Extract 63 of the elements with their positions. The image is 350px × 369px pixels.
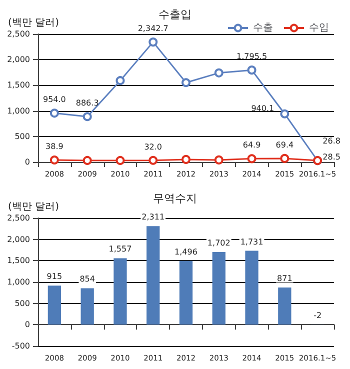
data-label: 1,496 — [174, 247, 198, 256]
bar — [80, 288, 94, 325]
legend-label: 수출 — [253, 22, 273, 34]
y-tick-label: 2,000 — [7, 55, 30, 64]
point — [116, 76, 125, 86]
data-label: -2 — [314, 311, 322, 320]
y-tick-label: 0 — [24, 320, 30, 330]
data-label: 940.1 — [251, 104, 274, 113]
y-tick-label: 500 — [14, 298, 30, 308]
bar — [48, 286, 62, 325]
bar — [146, 226, 160, 325]
chart-title: 무역수지 — [153, 192, 197, 205]
point — [82, 112, 92, 122]
y-tick-label: 1,000 — [7, 278, 30, 286]
point — [50, 108, 59, 118]
data-label: 1,795.5 — [236, 52, 268, 62]
bar — [179, 260, 193, 325]
bar — [212, 252, 226, 325]
y-tick-label: 1,500 — [7, 256, 30, 266]
point — [280, 154, 290, 163]
data-label: 28.5 — [322, 152, 340, 162]
point — [182, 154, 190, 164]
point — [214, 155, 224, 164]
data-label: 32.0 — [144, 142, 162, 152]
data-label: 64.9 — [242, 140, 261, 150]
data-label: 1,731 — [240, 237, 264, 246]
bar — [245, 250, 258, 325]
data-label: 69.4 — [276, 140, 294, 150]
data-label: 854 — [80, 274, 95, 284]
data-label: 915 — [46, 272, 62, 282]
data-label: 954.0 — [42, 95, 66, 104]
y-tick-label: 500 — [14, 132, 30, 141]
y-tick-label: 2,500 — [7, 214, 30, 222]
data-label: 2,311 — [142, 212, 165, 222]
data-label: 38.9 — [46, 142, 64, 152]
point — [82, 156, 92, 165]
data-label: 1,702 — [207, 238, 230, 248]
point — [214, 68, 224, 78]
data-label: 871 — [277, 274, 292, 284]
point — [50, 156, 59, 165]
y-tick-label: 2,500 — [7, 30, 30, 38]
bar — [114, 258, 127, 325]
y-tick-label: 2,000 — [7, 234, 30, 244]
chart-title: 수출입 — [158, 8, 192, 21]
y-tick-label: 1,000 — [7, 106, 30, 116]
data-label: 2,342.7 — [138, 24, 168, 34]
y-axis-title: (백만 달러) — [8, 18, 60, 28]
point — [182, 78, 190, 88]
point — [148, 38, 158, 47]
data-label: 1,557 — [108, 244, 132, 254]
y-tick-label: 0 — [24, 158, 30, 166]
point — [148, 156, 158, 165]
point — [247, 154, 256, 164]
y-tick-label: 1,500 — [7, 80, 30, 90]
data-label: 886.3 — [76, 98, 99, 108]
data-label: 26.8 — [322, 136, 340, 146]
bar — [278, 288, 292, 325]
y-tick-label: -500 — [12, 342, 30, 350]
point — [247, 66, 256, 75]
point — [116, 156, 125, 165]
point — [280, 109, 290, 118]
legend-label: 수입 — [309, 22, 329, 34]
y-axis-title: (백만 달러) — [8, 202, 60, 212]
